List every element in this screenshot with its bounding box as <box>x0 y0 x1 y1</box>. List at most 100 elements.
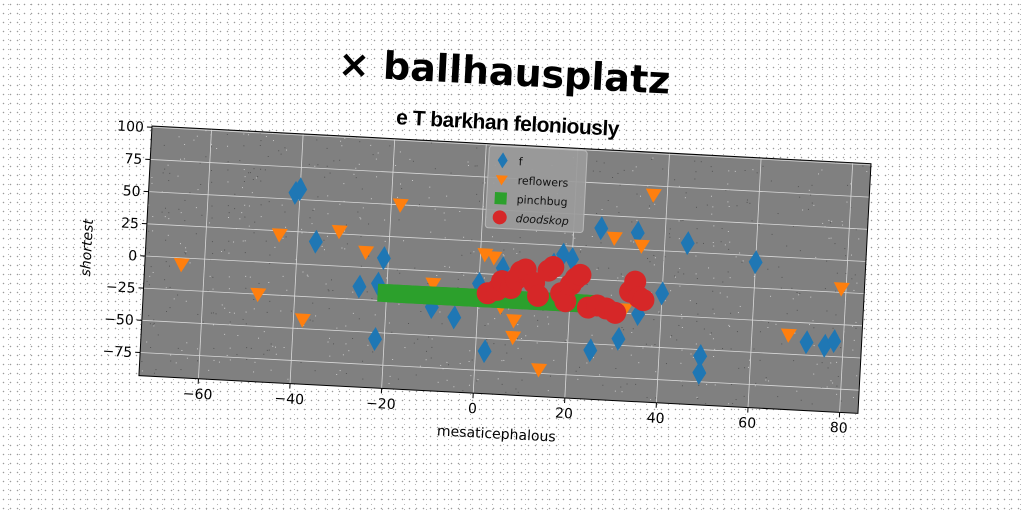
noise-speck <box>367 344 369 346</box>
noise-speck <box>681 385 683 387</box>
noise-speck <box>651 158 653 160</box>
noise-speck <box>302 271 304 273</box>
noise-speck <box>697 313 699 315</box>
noise-speck <box>694 160 696 162</box>
noise-speck <box>828 219 830 221</box>
noise-speck <box>852 396 854 399</box>
noise-speck <box>799 196 801 198</box>
noise-speck <box>215 313 217 315</box>
noise-speck <box>175 362 177 364</box>
noise-speck <box>832 327 834 329</box>
noise-speck <box>309 319 311 321</box>
legend-marker-pinchbug <box>494 192 507 205</box>
noise-speck <box>430 357 432 359</box>
noise-speck <box>339 203 341 205</box>
noise-speck <box>269 254 271 256</box>
noise-speck <box>210 143 213 145</box>
noise-speck <box>385 277 387 279</box>
noise-speck <box>636 219 638 221</box>
noise-speck <box>728 403 730 405</box>
noise-speck <box>201 214 203 216</box>
noise-speck <box>713 313 715 315</box>
noise-speck <box>241 212 243 214</box>
noise-speck <box>152 324 154 326</box>
noise-speck <box>630 354 632 356</box>
noise-speck <box>722 281 724 283</box>
noise-speck <box>746 201 748 203</box>
noise-speck <box>353 173 355 175</box>
plot-noise <box>141 130 871 405</box>
noise-speck <box>759 331 761 333</box>
noise-speck <box>621 391 623 393</box>
noise-speck <box>205 156 207 158</box>
noise-speck <box>635 166 637 168</box>
noise-speck <box>341 145 343 147</box>
noise-speck <box>826 260 828 262</box>
noise-speck <box>153 322 155 324</box>
noise-speck <box>505 391 507 393</box>
noise-speck <box>735 256 737 258</box>
noise-speck <box>285 236 287 238</box>
noise-speck <box>851 325 854 327</box>
point-f <box>692 360 707 385</box>
noise-speck <box>476 147 478 149</box>
noise-speck <box>221 250 223 253</box>
noise-speck <box>370 198 372 200</box>
noise-speck <box>836 361 838 363</box>
y-grid-line <box>151 126 871 166</box>
noise-speck <box>553 359 555 361</box>
noise-speck <box>617 277 619 279</box>
noise-speck <box>263 353 265 355</box>
noise-speck <box>599 171 601 173</box>
noise-speck <box>165 310 168 313</box>
noise-speck <box>258 337 260 339</box>
noise-speck <box>815 256 817 258</box>
noise-speck <box>736 331 738 333</box>
noise-speck <box>547 390 549 392</box>
noise-speck <box>323 249 325 251</box>
noise-speck <box>308 163 310 165</box>
noise-speck <box>228 276 230 278</box>
noise-speck <box>845 255 847 257</box>
noise-speck <box>837 375 839 377</box>
noise-speck <box>339 370 341 372</box>
noise-speck <box>427 283 429 285</box>
noise-speck <box>248 225 250 227</box>
noise-speck <box>753 348 755 350</box>
noise-speck <box>253 298 255 300</box>
noise-speck <box>179 243 182 245</box>
noise-speck <box>149 323 151 325</box>
noise-speck <box>212 324 215 326</box>
noise-speck <box>696 396 698 398</box>
noise-speck <box>179 158 182 160</box>
noise-speck <box>169 307 171 309</box>
noise-speck <box>357 211 359 213</box>
noise-speck <box>161 211 163 213</box>
noise-speck <box>623 329 625 331</box>
noise-speck <box>283 346 285 349</box>
noise-speck <box>446 379 448 381</box>
noise-speck <box>167 164 169 166</box>
noise-speck <box>792 225 794 227</box>
noise-speck <box>620 386 622 388</box>
noise-speck <box>844 248 846 250</box>
noise-speck <box>243 169 245 171</box>
noise-speck <box>399 151 401 153</box>
noise-speck <box>834 243 836 245</box>
point-f <box>630 220 645 245</box>
noise-speck <box>600 242 602 244</box>
legend-marker-reflowers <box>495 175 508 186</box>
noise-speck <box>813 327 815 329</box>
noise-speck <box>565 339 567 341</box>
noise-speck <box>210 169 212 171</box>
noise-speck <box>260 168 262 170</box>
noise-speck <box>493 343 495 345</box>
noise-speck <box>564 340 566 342</box>
noise-speck <box>653 319 655 321</box>
plot-group: −60 −40 −20 0 20 40 60 80 −75 −50 −25 0 25 50 75 100 mes… <box>78 118 872 446</box>
noise-speck <box>202 321 204 323</box>
noise-speck <box>344 137 346 139</box>
noise-speck <box>680 314 682 316</box>
noise-speck <box>211 217 213 219</box>
noise-speck <box>255 177 257 179</box>
